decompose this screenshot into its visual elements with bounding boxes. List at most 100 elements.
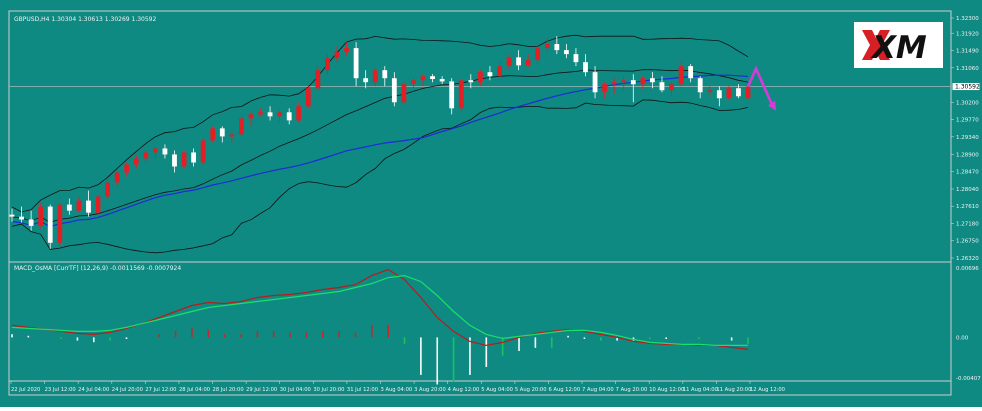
time-tick-label: 5 Aug 04:00 (481, 387, 513, 393)
candle-body (76, 200, 82, 211)
candle-body (621, 80, 627, 83)
candle-body (554, 44, 560, 51)
candle-body (28, 219, 34, 226)
bollinger-bands (11, 34, 749, 254)
candle-body (344, 48, 349, 53)
time-tick-label: 3 Aug 04:00 (381, 387, 413, 393)
candle-body (267, 112, 273, 117)
time-tick-label: 4 Aug 12:00 (448, 387, 480, 393)
candle-body (726, 88, 732, 99)
candle-body (219, 128, 225, 137)
candle-body (516, 57, 521, 66)
time-tick-label: 3 Aug 20:00 (414, 387, 446, 393)
candle-body (563, 50, 569, 55)
candle-body (573, 54, 579, 63)
time-tick-label: 12 Aug 12:00 (750, 387, 785, 393)
price-tick-label: 1.26320 (956, 256, 979, 262)
candle-body (678, 66, 684, 85)
candle-body (210, 128, 216, 141)
time-tick-label: 6 Aug 12:00 (548, 387, 580, 393)
price-tick-label: 1.28040 (956, 187, 979, 193)
time-tick-label: 23 Jul 12:00 (45, 387, 76, 393)
candle-body (497, 66, 502, 77)
time-tick-label: 22 Jul 2020 (11, 387, 40, 393)
candle-body (66, 204, 72, 211)
price-tick-label: 1.29340 (956, 135, 979, 141)
candle-body (458, 80, 464, 109)
candle-body (47, 206, 53, 243)
band-upper (11, 34, 749, 213)
candle-body (114, 172, 120, 183)
logo-x-mark (862, 30, 890, 60)
candle-body (716, 90, 722, 99)
candle-body (239, 118, 244, 135)
current-price-tag (951, 82, 981, 92)
candle-body (477, 72, 483, 83)
candle-body (611, 82, 617, 85)
candle-body (277, 112, 283, 117)
time-tick-label: 31 Jul 12:00 (347, 387, 378, 393)
candle-body (258, 112, 263, 115)
candle-body (19, 216, 24, 220)
macd-tick-label: 0.00696 (956, 266, 979, 272)
price-tick-label: 1.28470 (956, 170, 979, 176)
candle-body (162, 148, 168, 155)
price-tick-label: 1.26750 (956, 239, 979, 245)
candle-body (191, 152, 197, 163)
candle-body (411, 80, 416, 85)
moving-average-line (11, 74, 749, 228)
candle-body (95, 196, 101, 213)
candle-body (143, 152, 149, 159)
price-tick-label: 1.31490 (956, 49, 979, 55)
candle-body (697, 78, 703, 93)
time-tick-label: 28 Jul 04:00 (179, 387, 210, 393)
candle-body (736, 88, 741, 97)
forecast-arrow-head (768, 100, 776, 111)
price-axis: 1.32300 1.31920 1.31490 1.31060 1.30592 1.302… (951, 16, 979, 262)
time-tick-label: 30 Jul 20:00 (313, 387, 344, 393)
macd-pane (11, 268, 749, 385)
candle-body (420, 76, 426, 81)
price-tick-label: 1.27610 (956, 204, 979, 210)
candle-body (430, 76, 435, 80)
candle-body (57, 204, 63, 243)
forecast-arrow-path (746, 65, 774, 106)
candle-body (372, 70, 378, 83)
candle-body (172, 154, 177, 167)
candle-body (640, 78, 646, 85)
candle-body (707, 90, 713, 93)
candle-body (353, 48, 359, 79)
price-tick-label: 1.32300 (956, 16, 979, 22)
candle-body (487, 72, 493, 77)
time-tick-label: 10 Aug 12:00 (649, 387, 684, 393)
logo-box (854, 22, 943, 68)
symbol-label: GBPUSD,H4 1.30304 1.30613 1.30269 1.3059… (14, 16, 156, 23)
time-tick-label: 27 Jul 12:00 (145, 387, 176, 393)
time-tick-label: 11 Aug 04:00 (683, 387, 718, 393)
candle-body (200, 140, 206, 163)
candle-body (296, 106, 302, 121)
price-tick-label: 1.31060 (956, 66, 979, 72)
candle-body (105, 182, 110, 197)
candle-body (468, 80, 474, 83)
candle-body (602, 84, 608, 93)
time-tick-label: 7 Aug 20:00 (616, 387, 648, 393)
macd-tick-label: -0.00407 (956, 376, 981, 382)
current-price-value: 1.30592 (955, 84, 980, 91)
band-middle (11, 69, 749, 223)
time-tick-label: 5 Aug 20:00 (515, 387, 547, 393)
time-tick-label: 24 Jul 20:00 (112, 387, 143, 393)
candle-body (525, 60, 531, 66)
time-tick-label: 7 Aug 04:00 (582, 387, 614, 393)
logo-text: XM (870, 30, 927, 66)
candle-body (401, 84, 407, 103)
candle-body (181, 152, 187, 167)
time-axis: 22 Jul 2020 23 Jul 12:00 24 Jul 04:00 24 Ju… (10, 381, 785, 393)
candle-body (669, 84, 674, 91)
macd-axis: 0.00696 0.00 -0.00407 (956, 266, 981, 382)
macd-signal-line (11, 274, 748, 346)
candles (9, 36, 751, 249)
